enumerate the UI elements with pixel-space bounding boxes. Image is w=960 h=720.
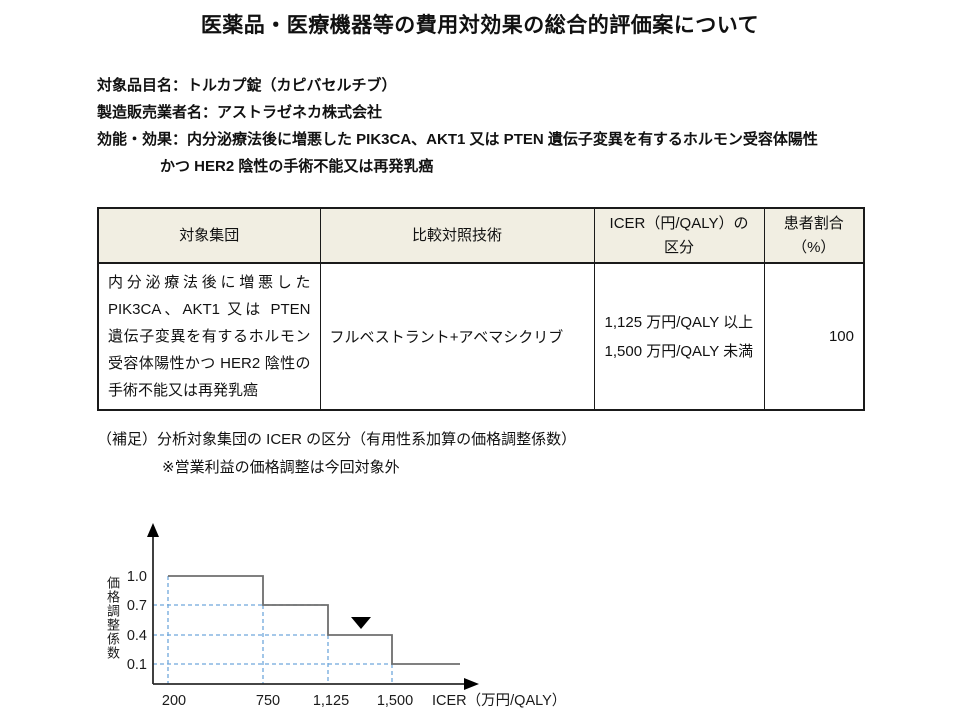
evaluation-table: 対象集団 比較対照技術 ICER（円/QALY）の 区分 患者割合 （%） 内分… — [97, 207, 865, 411]
header-patient-ratio: 患者割合 （%） — [763, 207, 865, 264]
x-axis-arrow-icon — [464, 678, 479, 690]
page-title: 医薬品・医療機器等の費用対効果の総合的評価案について — [200, 14, 760, 37]
supplementary-notes: （補足）分析対象集団の ICER の区分（有用性系加算の価格調整係数） ※営業利… — [97, 426, 797, 482]
cell-patient-ratio: 100 — [763, 262, 865, 411]
cell-target-population: 内分泌療法後に増悪した PIK3CA、AKT1 又は PTEN 遺伝子変異を有す… — [97, 262, 321, 411]
icer-position-marker-icon — [351, 617, 371, 629]
note-line-1: （補足）分析対象集団の ICER の区分（有用性系加算の価格調整係数） — [97, 431, 577, 448]
header-icer-category: ICER（円/QALY）の 区分 — [593, 207, 765, 264]
x-tick-1500: 1,500 — [377, 693, 413, 709]
x-tick-750: 750 — [256, 693, 280, 709]
price-adjustment-chart: 1.0 0.7 0.4 0.1 200 750 1,125 1,500 ICER… — [95, 520, 605, 720]
indication-line-1: 効能・効果：内分泌療法後に増悪した PIK3CA、AKT1 又は PTEN 遺伝… — [97, 131, 818, 148]
y-tick-1_0: 1.0 — [127, 569, 147, 585]
note-line-2: ※営業利益の価格調整は今回対象外 — [162, 459, 400, 476]
header-comparator: 比較対照技術 — [319, 207, 595, 264]
x-axis-title: ICER（万円/QALY） — [432, 692, 566, 709]
product-name-line: 対象品目名：トルカプ錠（カピバセルチブ） — [97, 77, 397, 94]
dashed-guide-lines — [153, 576, 393, 684]
table-row: 内分泌療法後に増悪した PIK3CA、AKT1 又は PTEN 遺伝子変異を有す… — [97, 262, 865, 411]
axes — [152, 532, 467, 685]
product-info-block: 対象品目名：トルカプ錠（カピバセルチブ） 製造販売業者名：アストラゼネカ株式会社… — [97, 72, 887, 180]
step-line — [168, 575, 460, 665]
y-tick-0_7: 0.7 — [127, 598, 147, 614]
y-axis-arrow-icon — [147, 523, 159, 537]
y-axis-title: 価格調整係数 — [105, 576, 120, 660]
cell-comparator: フルベストラント+アベマシクリブ — [319, 262, 595, 411]
cell-icer-category: 1,125 万円/QALY 以上 1,500 万円/QALY 未満 — [593, 262, 765, 411]
manufacturer-line: 製造販売業者名：アストラゼネカ株式会社 — [97, 104, 383, 121]
table-header-row: 対象集団 比較対照技術 ICER（円/QALY）の 区分 患者割合 （%） — [97, 207, 865, 264]
y-tick-0_4: 0.4 — [127, 628, 147, 644]
indication-line-2: かつ HER2 陰性の手術不能又は再発乳癌 — [160, 158, 434, 175]
chart-canvas: 1.0 0.7 0.4 0.1 200 750 1,125 1,500 ICER… — [127, 523, 566, 709]
x-tick-1125: 1,125 — [313, 693, 349, 709]
y-tick-0_1: 0.1 — [127, 657, 147, 673]
header-target-population: 対象集団 — [97, 207, 321, 264]
x-tick-200: 200 — [162, 693, 186, 709]
